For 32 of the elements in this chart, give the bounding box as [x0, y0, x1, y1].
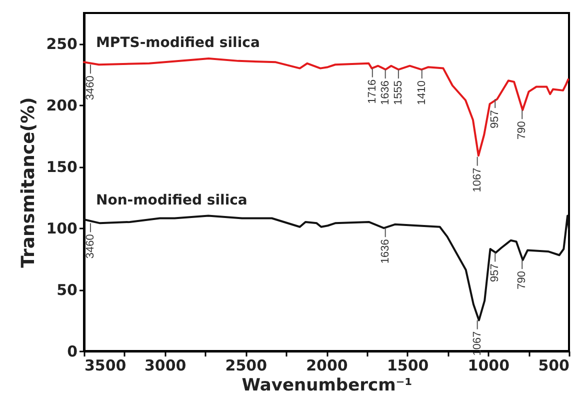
- y-tick-label: 0: [67, 342, 78, 360]
- annotation: 957: [489, 264, 502, 282]
- annotation: 1067: [471, 168, 484, 192]
- series-label: MPTS-modified silica: [96, 35, 260, 52]
- y-tick-label: 200: [46, 96, 78, 115]
- annotation: 1410: [416, 80, 428, 106]
- y-tick-label: 150: [46, 158, 78, 176]
- x-tick-label: 1000: [468, 356, 510, 374]
- annotation: 3460: [84, 234, 96, 259]
- annotation: 957: [489, 110, 502, 128]
- series-label: Non-modified silica: [96, 192, 248, 208]
- x-tick-label: 3000: [144, 356, 186, 374]
- line-series: [83, 214, 570, 322]
- y-tick-label: 250: [46, 35, 78, 54]
- annotation: 1555: [392, 80, 404, 106]
- annotation: 1716: [366, 79, 378, 104]
- y-tick-label: 100: [46, 220, 78, 238]
- annotation: 1636: [379, 239, 392, 264]
- x-tick-label: 3500: [84, 356, 126, 374]
- x-tick-label: 2000: [306, 356, 348, 374]
- annotation: 1636: [379, 80, 392, 106]
- y-tick-label: 50: [56, 281, 78, 300]
- y-axis-title: Transmitance(%): [18, 97, 40, 268]
- x-axis-title: Wavenumbercm⁻¹: [242, 376, 412, 396]
- line-series: [83, 57, 570, 157]
- annotation: 790: [516, 271, 528, 290]
- x-tick-label: 500: [538, 356, 570, 374]
- annotation: 3460: [84, 76, 96, 100]
- x-tick-label: 1500: [386, 356, 429, 374]
- annotation: 1067: [471, 331, 484, 356]
- annotation: 790: [516, 121, 528, 140]
- x-tick-label: 2500: [225, 356, 268, 374]
